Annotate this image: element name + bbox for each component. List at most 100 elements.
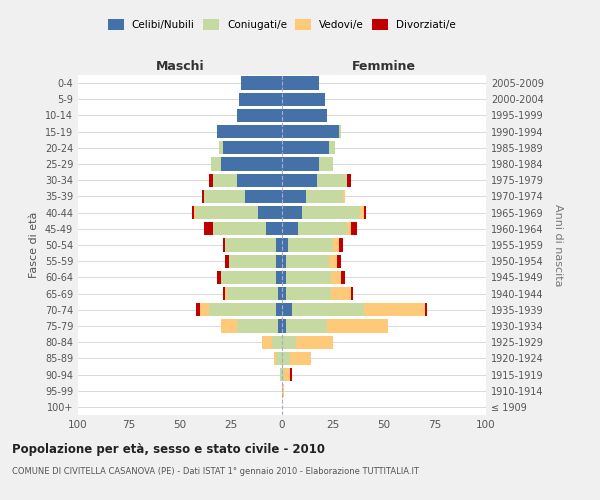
Bar xyxy=(339,238,343,252)
Bar xyxy=(221,320,237,332)
Bar xyxy=(319,158,333,170)
Bar xyxy=(217,125,282,138)
Bar xyxy=(209,174,212,187)
Bar xyxy=(339,125,341,138)
Bar xyxy=(237,109,282,122)
Bar xyxy=(282,287,286,300)
Bar xyxy=(282,336,296,349)
Bar xyxy=(290,352,311,365)
Bar xyxy=(282,92,325,106)
Bar xyxy=(288,238,333,252)
Legend: Celibi/Nubili, Coniugati/e, Vedovi/e, Divorziati/e: Celibi/Nubili, Coniugati/e, Vedovi/e, Di… xyxy=(108,19,456,30)
Bar xyxy=(282,352,290,365)
Bar xyxy=(282,190,307,203)
Bar xyxy=(221,158,282,170)
Bar xyxy=(282,303,292,316)
Text: Maschi: Maschi xyxy=(155,60,205,72)
Bar xyxy=(337,254,341,268)
Text: COMUNE DI CIVITELLA CASANOVA (PE) - Dati ISTAT 1° gennaio 2010 - Elaborazione TU: COMUNE DI CIVITELLA CASANOVA (PE) - Dati… xyxy=(12,468,419,476)
Bar xyxy=(352,222,358,235)
Bar xyxy=(272,336,282,349)
Bar xyxy=(225,287,227,300)
Bar xyxy=(286,254,329,268)
Bar xyxy=(347,174,352,187)
Bar xyxy=(192,206,194,220)
Bar xyxy=(290,368,292,381)
Bar xyxy=(257,206,282,220)
Bar xyxy=(223,141,282,154)
Bar xyxy=(329,141,335,154)
Bar xyxy=(282,174,317,187)
Bar xyxy=(276,352,282,365)
Bar xyxy=(292,303,364,316)
Bar xyxy=(227,287,278,300)
Bar xyxy=(364,206,365,220)
Bar xyxy=(352,287,353,300)
Bar xyxy=(276,270,282,284)
Bar xyxy=(282,320,286,332)
Bar xyxy=(276,254,282,268)
Bar xyxy=(262,336,272,349)
Bar xyxy=(225,254,229,268)
Bar xyxy=(200,303,209,316)
Bar xyxy=(282,141,329,154)
Bar xyxy=(284,368,290,381)
Y-axis label: Fasce di età: Fasce di età xyxy=(29,212,39,278)
Bar xyxy=(217,270,221,284)
Text: Popolazione per età, sesso e stato civile - 2010: Popolazione per età, sesso e stato civil… xyxy=(12,442,325,456)
Bar xyxy=(229,254,276,268)
Bar xyxy=(282,109,327,122)
Text: Femmine: Femmine xyxy=(352,60,416,72)
Bar xyxy=(280,368,282,381)
Bar xyxy=(221,270,276,284)
Bar xyxy=(237,320,278,332)
Bar xyxy=(282,254,286,268)
Bar xyxy=(347,222,352,235)
Bar xyxy=(237,174,282,187)
Bar xyxy=(282,206,302,220)
Bar xyxy=(296,336,333,349)
Bar xyxy=(205,190,245,203)
Bar xyxy=(219,141,223,154)
Bar xyxy=(286,287,331,300)
Bar xyxy=(239,92,282,106)
Bar xyxy=(302,206,359,220)
Bar xyxy=(331,270,341,284)
Bar xyxy=(282,222,298,235)
Bar xyxy=(223,238,225,252)
Bar xyxy=(266,222,282,235)
Bar xyxy=(282,384,284,398)
Bar xyxy=(202,190,205,203)
Bar xyxy=(223,287,225,300)
Bar xyxy=(278,320,282,332)
Bar xyxy=(241,76,282,90)
Bar xyxy=(276,238,282,252)
Bar xyxy=(317,174,347,187)
Bar xyxy=(276,303,282,316)
Bar xyxy=(282,125,339,138)
Bar xyxy=(196,303,200,316)
Bar xyxy=(212,174,237,187)
Bar xyxy=(341,270,345,284)
Bar xyxy=(282,158,319,170)
Bar xyxy=(364,303,425,316)
Bar xyxy=(209,303,276,316)
Bar xyxy=(327,320,388,332)
Bar xyxy=(343,190,345,203)
Bar xyxy=(278,287,282,300)
Bar xyxy=(205,222,212,235)
Bar xyxy=(286,320,327,332)
Bar xyxy=(333,238,339,252)
Bar xyxy=(331,287,352,300)
Bar xyxy=(329,254,337,268)
Y-axis label: Anni di nascita: Anni di nascita xyxy=(553,204,563,286)
Bar xyxy=(359,206,364,220)
Bar xyxy=(298,222,347,235)
Bar xyxy=(245,190,282,203)
Bar xyxy=(196,206,257,220)
Bar xyxy=(282,368,284,381)
Bar xyxy=(307,190,343,203)
Bar xyxy=(282,76,319,90)
Bar xyxy=(282,270,286,284)
Bar xyxy=(425,303,427,316)
